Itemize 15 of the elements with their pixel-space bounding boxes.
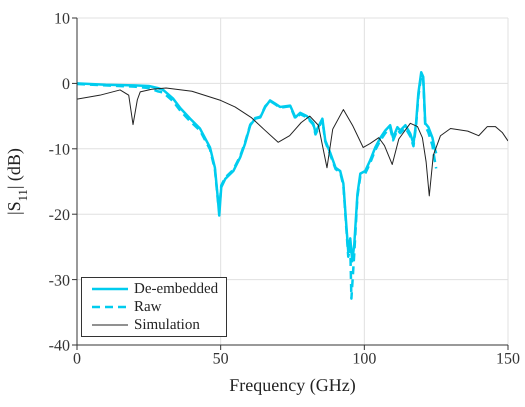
legend-label: De-embedded [134, 280, 218, 298]
x-tick-label: 150 [496, 350, 520, 368]
x-tick-label: 0 [73, 350, 81, 368]
y-tick-label: -10 [48, 141, 70, 158]
y-tick-label: -30 [48, 272, 70, 290]
y-tick-label: -20 [48, 206, 70, 224]
y-tick-label: 0 [62, 76, 70, 94]
x-axis-title: Frequency (GHz) [229, 375, 356, 395]
x-tick-label: 50 [212, 350, 229, 368]
legend-label: Raw [134, 298, 162, 316]
y-tick-label: 10 [54, 10, 70, 28]
legend-label: Simulation [134, 316, 200, 334]
line-series [77, 87, 508, 196]
y-tick-label: -40 [48, 338, 70, 355]
x-tick-label: 100 [352, 350, 376, 368]
